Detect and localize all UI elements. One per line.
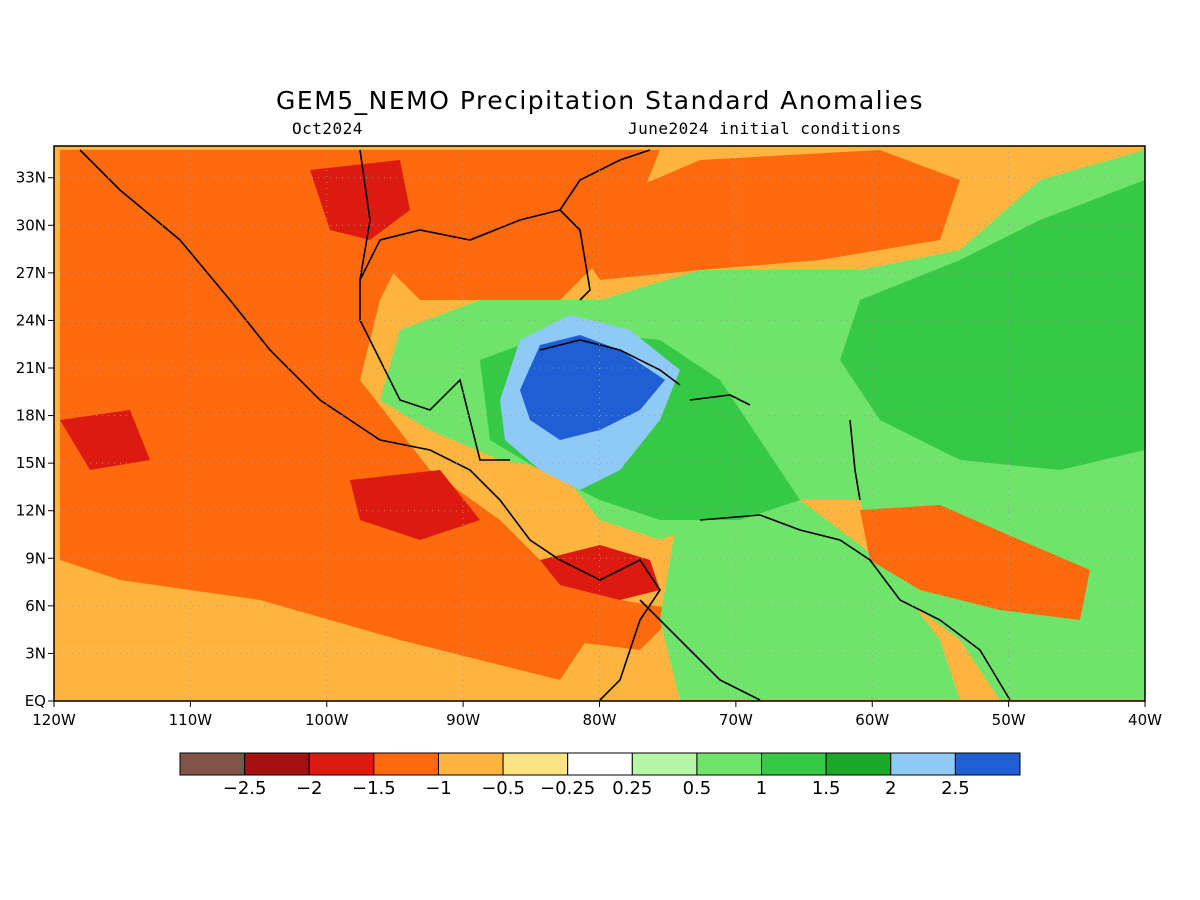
region-cuba-extreme-wet <box>520 335 665 440</box>
y-tick-label: 27N <box>16 264 46 282</box>
colorbar-swatch <box>825 752 892 776</box>
map-field <box>54 146 1145 701</box>
colorbar-swatch <box>244 752 310 776</box>
colorbar-label: 0.5 <box>683 778 712 799</box>
coastlines <box>79 149 1011 701</box>
colorbar-swatch <box>308 752 375 776</box>
x-tick-label: 40W <box>1128 711 1162 729</box>
colorbar-label: −2 <box>296 778 323 799</box>
y-tick-label: 21N <box>16 359 46 377</box>
y-tick-label: 33N <box>16 169 46 187</box>
colorbar-label: 0.25 <box>612 778 652 799</box>
x-tick-label: 60W <box>855 711 889 729</box>
x-axis: 120W 110W 100W 90W 80W 70W 60W 50W 40W <box>32 701 1162 729</box>
forecast-month: Oct2024 <box>292 119 363 138</box>
colorbar-label: 2 <box>885 778 896 799</box>
region-south-america-wet <box>660 500 960 700</box>
region-mexico-severe-dry <box>60 160 480 540</box>
colorbar-swatch <box>437 752 504 776</box>
y-tick-label: 18N <box>16 407 46 425</box>
colorbar-swatch <box>373 752 439 776</box>
x-tick-label: 80W <box>583 711 617 729</box>
colorbar-label: 1 <box>756 778 767 799</box>
colorbar-swatch <box>502 752 569 776</box>
y-tick-label: 9N <box>25 549 46 567</box>
colorbar: −2.5 −2 −1.5 −1 −0.5 −0.25 0.25 0.5 1 1.5 2 2.5 <box>179 752 1021 799</box>
colorbar-swatch <box>954 752 1021 776</box>
colorbar-label: −2.5 <box>223 778 267 799</box>
region-guiana-dry <box>860 505 1090 620</box>
colorbar-swatch <box>761 752 827 776</box>
x-tick-label: 70W <box>719 711 753 729</box>
region-atlantic-wet <box>840 180 1145 470</box>
x-tick-label: 90W <box>446 711 480 729</box>
colorbar-label: −1.5 <box>352 778 396 799</box>
colorbar-swatch <box>179 752 246 776</box>
colorbar-swatch <box>631 752 698 776</box>
y-tick-label: 12N <box>16 502 46 520</box>
colorbar-label: −0.25 <box>540 778 595 799</box>
x-tick-label: 110W <box>169 711 213 729</box>
colorbar-label: −0.5 <box>481 778 525 799</box>
region-pacific-dry <box>60 380 600 680</box>
region-atlantic-dry <box>560 150 960 280</box>
y-axis: EQ 3N 6N 9N 12N 15N 18N 21N 24N 27N 30N 33N <box>16 169 54 710</box>
y-tick-label: 3N <box>25 644 46 662</box>
colorbar-swatch <box>567 752 633 776</box>
colorbar-label: 2.5 <box>941 778 970 799</box>
lat-lon-grid <box>54 146 1145 701</box>
colorbar-swatch <box>890 752 956 776</box>
y-tick-label: 6N <box>25 597 46 615</box>
colorbar-label: 1.5 <box>812 778 841 799</box>
y-tick-label: 24N <box>16 311 46 329</box>
x-tick-label: 120W <box>32 711 76 729</box>
y-tick-label: 30N <box>16 216 46 234</box>
colorbar-label: −1 <box>425 778 452 799</box>
initial-conditions: June2024 initial conditions <box>628 119 902 138</box>
colorbar-swatch <box>696 752 763 776</box>
map-title: GEM5_NEMO Precipitation Standard Anomali… <box>276 86 924 115</box>
y-tick-label: EQ <box>25 692 46 710</box>
x-tick-label: 100W <box>305 711 349 729</box>
x-tick-label: 50W <box>992 711 1026 729</box>
y-tick-label: 15N <box>16 454 46 472</box>
